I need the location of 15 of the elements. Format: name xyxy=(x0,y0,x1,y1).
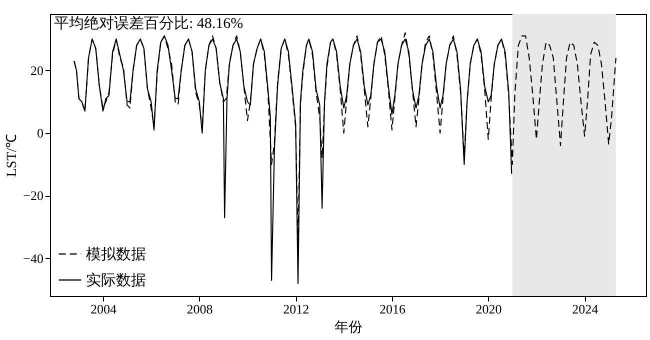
annotation: 平均绝对误差百分比: 48.16% xyxy=(54,15,244,32)
x-tick-label: 2020 xyxy=(476,302,502,316)
x-tick-label: 2004 xyxy=(90,302,117,316)
x-tick-label: 2012 xyxy=(283,302,310,316)
x-tick-label: 2016 xyxy=(379,302,406,316)
x-tick-label: 2008 xyxy=(186,302,213,316)
y-axis-title: LST/℃ xyxy=(5,134,20,177)
x-tick-label: 2024 xyxy=(572,302,599,316)
x-axis-title: 年份 xyxy=(334,320,362,336)
y-tick-label: −20 xyxy=(23,188,44,204)
y-tick-label: 20 xyxy=(30,62,44,78)
legend-label: 模拟数据 xyxy=(86,246,146,263)
y-tick-label: −40 xyxy=(23,250,44,266)
y-tick-label: 0 xyxy=(37,126,44,141)
legend-label: 实际数据 xyxy=(86,272,146,289)
